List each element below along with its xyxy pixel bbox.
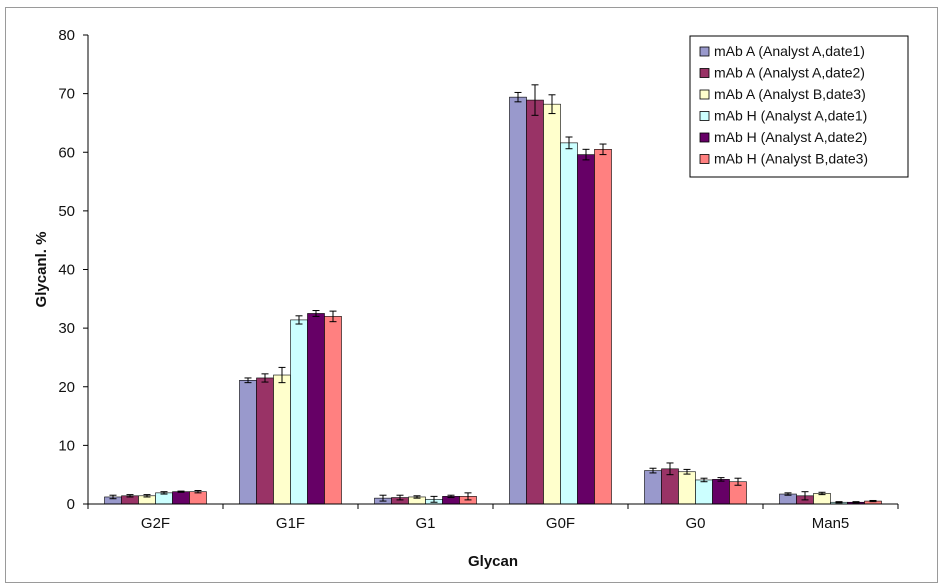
legend-label: mAb A (Analyst A,date1) (714, 43, 865, 59)
x-tick-label: Man5 (812, 515, 850, 532)
y-tick-label: 60 (58, 144, 75, 161)
bar (189, 491, 207, 505)
x-tick-label: G0F (546, 515, 575, 532)
bar (543, 103, 561, 505)
y-tick-label: 30 (58, 320, 75, 337)
y-axis-title: Glycanl. % (33, 232, 50, 308)
bar (324, 316, 342, 505)
x-tick-label: G2F (141, 515, 170, 532)
legend-label: mAb H (Analyst A,date2) (714, 129, 867, 145)
y-tick-label: 70 (58, 86, 75, 103)
y-tick-label: 20 (58, 379, 75, 396)
bar (239, 380, 257, 505)
bar (644, 470, 662, 505)
bar (172, 491, 190, 505)
legend-swatch (699, 132, 710, 143)
legend-swatch (699, 154, 710, 164)
bar (712, 479, 730, 505)
legend-label: mAb H (Analyst A,date1) (714, 108, 867, 124)
bar (526, 99, 544, 505)
legend-box (689, 35, 909, 178)
bar (594, 149, 612, 505)
legend-label: mAb H (Analyst B,date3) (714, 151, 868, 167)
legend-label: mAb A (Analyst B,date3) (714, 86, 866, 102)
legend: mAb A (Analyst A,date1) mAb A (Analyst A,… (689, 35, 909, 178)
legend-swatch (699, 89, 710, 100)
bar (509, 96, 527, 505)
y-tick-label: 10 (58, 437, 75, 454)
bar (307, 313, 325, 505)
legend-swatch (699, 111, 710, 121)
y-tick-label: 0 (67, 496, 75, 513)
bar (560, 142, 578, 505)
bar (290, 319, 308, 505)
bar (577, 154, 595, 505)
legend-swatch (699, 68, 710, 78)
x-tick-label: G1F (276, 515, 305, 532)
bar (256, 377, 274, 505)
bar (678, 471, 696, 505)
bar (695, 479, 713, 505)
bar (273, 374, 291, 505)
x-tick-label: G1 (415, 515, 435, 532)
x-tick-label: G0 (685, 515, 705, 532)
y-tick-label: 40 (58, 262, 75, 279)
y-tick-label: 80 (58, 27, 75, 44)
legend-label: mAb A (Analyst A,date2) (714, 65, 865, 81)
axes: 0 10 20 30 40 50 60 70 80 G2F G1F G1 G0F G0 Man5 (58, 27, 899, 532)
x-axis-title: Glycan (468, 553, 518, 570)
y-tick-label: 50 (58, 203, 75, 220)
legend-swatch (699, 46, 710, 57)
